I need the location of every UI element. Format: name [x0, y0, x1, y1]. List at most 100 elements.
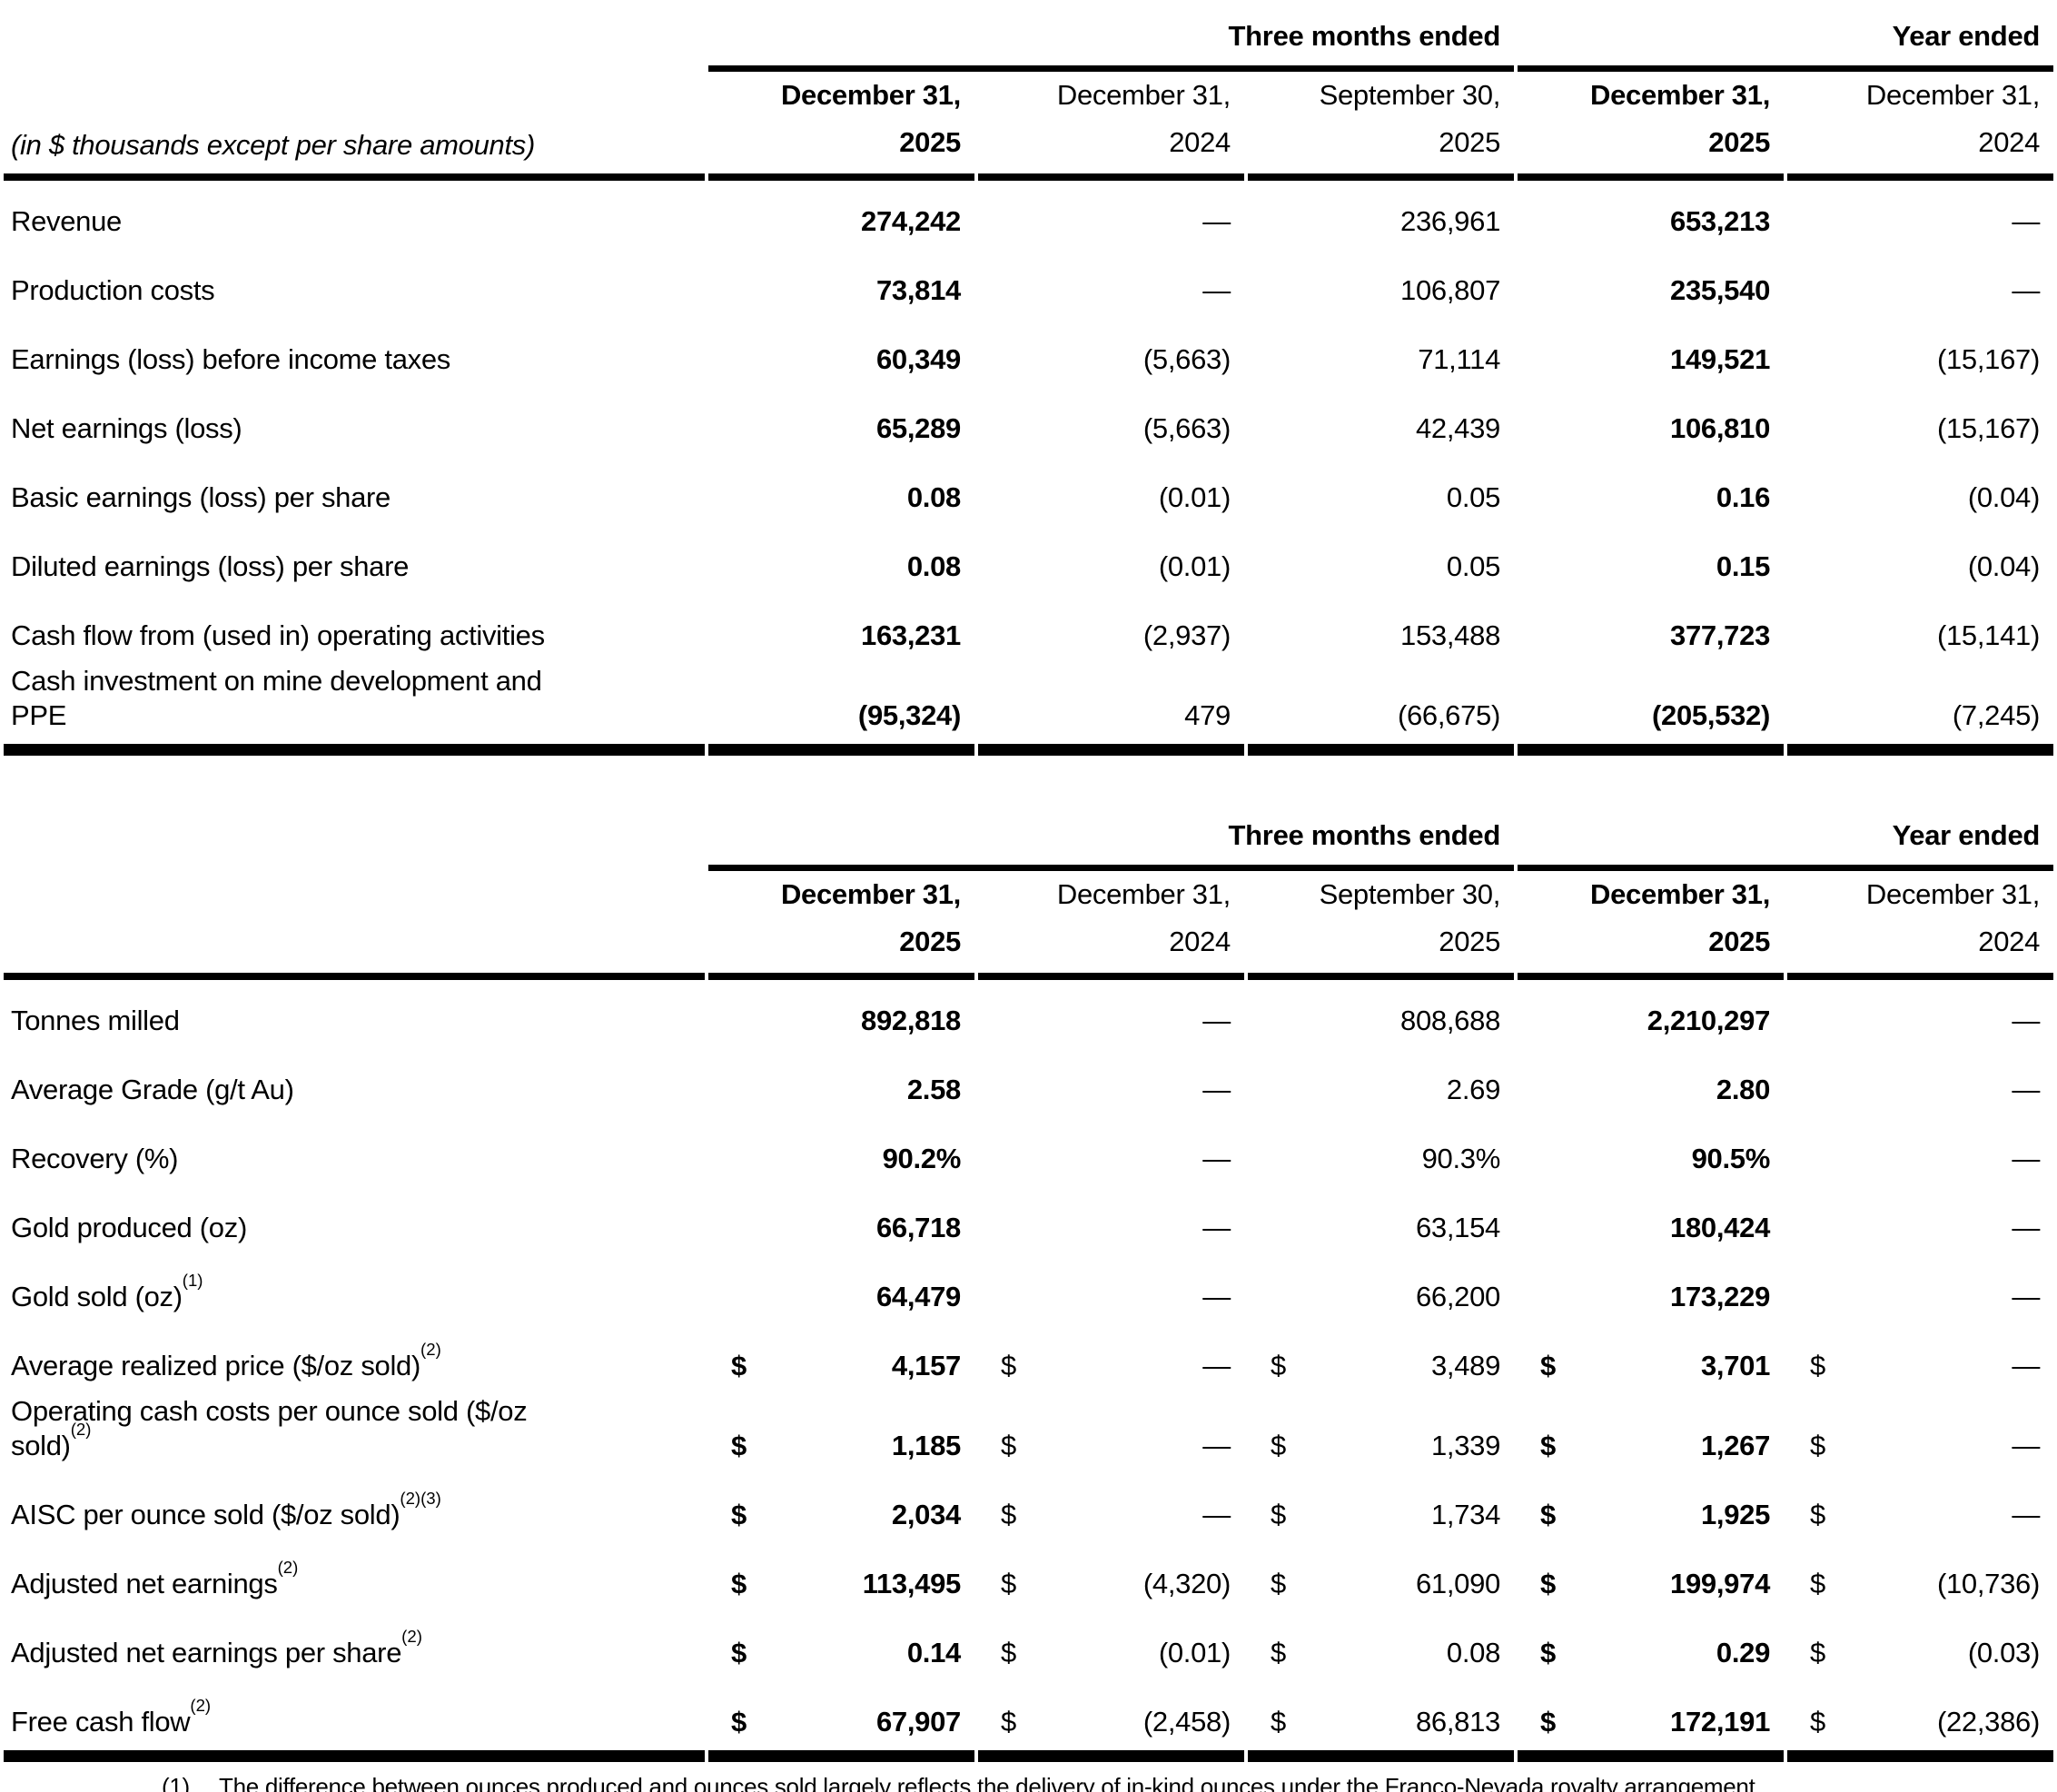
column-header-line: 2024 — [1978, 126, 2041, 158]
footnote-ref: (2) — [70, 1420, 92, 1440]
cell-value: — — [1202, 1350, 1231, 1381]
value-cell: 0.16 — [1716, 481, 1771, 513]
currency-symbol: $ — [1540, 1430, 1556, 1461]
value-cell: (5,663) — [1142, 412, 1231, 444]
currency-value: $1,185 — [708, 1429, 961, 1463]
financial-table-body: Revenue 274,242—236,961 653,213— Production… — [4, 181, 2054, 756]
cell-value: 172,191 — [1670, 1706, 1771, 1738]
value-cell: 90.2% — [882, 1143, 962, 1174]
period-header-row: Three months ended Year ended — [4, 805, 2054, 871]
financial-summary-table: Three months ended Year ended (in $ thou… — [0, 5, 2057, 756]
cell-value: — — [2012, 1499, 2041, 1530]
column-header-line: 2024 — [1978, 926, 2041, 957]
value-cell: $ — — [1787, 1394, 2053, 1474]
value-cell: 2.69 — [1446, 1074, 1501, 1105]
value-cell: (0.04) — [1967, 550, 2041, 582]
value-cell: 42,439 — [1415, 412, 1501, 444]
cell-value: — — [1202, 1430, 1231, 1461]
value-cell: 0.05 — [1446, 481, 1501, 513]
column-header-line: December 31, — [1589, 878, 1771, 910]
table-row: Net earnings (loss) 65,289 (5,663) 42,439 10… — [4, 388, 2053, 457]
value-cell: 180,424 — [1670, 1212, 1771, 1243]
value-cell: $1,339 — [1248, 1394, 1514, 1474]
currency-value: $ — — [978, 1498, 1231, 1532]
column-header-line: 2024 — [1169, 126, 1231, 158]
currency-symbol: $ — [1540, 1499, 1556, 1530]
year-ended-header: Year ended — [1518, 5, 2054, 72]
column-header-4: December 31, 2025 — [1518, 871, 1785, 980]
column-header-line: December 31, — [1056, 79, 1231, 111]
value-cell: 64,479 — [875, 1281, 961, 1312]
value-cell: $3,701 — [1518, 1325, 1784, 1394]
currency-value: $ — — [1787, 1498, 2040, 1532]
value-cell: 106,810 — [1670, 412, 1771, 444]
cell-value: 4,157 — [891, 1350, 961, 1381]
value-cell: — — [2012, 1074, 2041, 1105]
value-cell: $67,907 — [708, 1681, 974, 1762]
table-row: Production costs 73,814 — 106,807 235,540 — — [4, 250, 2053, 319]
value-cell: (5,663) — [1142, 343, 1231, 375]
value-cell: 173,229 — [1670, 1281, 1771, 1312]
value-cell: $1,925 — [1518, 1474, 1784, 1543]
table-row: Gold produced (oz) 66,718 — 63,154 180,424 — — [4, 1187, 2053, 1256]
header-spacer — [4, 5, 705, 72]
currency-symbol: $ — [1540, 1706, 1556, 1738]
value-cell: — — [1202, 205, 1231, 237]
table-row: Recovery (%) 90.2% — 90.3% 90.5% — — [4, 1118, 2053, 1187]
cell-value: 0.14 — [906, 1637, 961, 1668]
table-row: Adjusted net earnings(2) $113,495 $ (4,320)… — [4, 1543, 2053, 1612]
value-cell: $ — — [978, 1474, 1244, 1543]
value-cell: $1,267 — [1518, 1394, 1784, 1474]
cell-value: 3,701 — [1700, 1350, 1771, 1381]
currency-value: $ — — [978, 1349, 1231, 1383]
currency-symbol: $ — [1271, 1706, 1286, 1738]
column-header-line: 2025 — [1708, 926, 1771, 957]
value-cell: 377,723 — [1670, 619, 1771, 651]
value-cell: (15,167) — [1936, 343, 2041, 375]
row-label: Adjusted net earnings(2) — [11, 1558, 299, 1599]
table-row: Average Grade (g/t Au) 2.58 — 2.69 2.80 — — [4, 1049, 2053, 1118]
currency-value: $ (10,736) — [1787, 1567, 2040, 1601]
row-label: Recovery (%) — [11, 1143, 179, 1174]
three-months-ended-header: Three months ended — [708, 805, 1515, 871]
column-header-2: December 31, 2024 — [978, 871, 1244, 980]
currency-value: $ — — [1787, 1429, 2040, 1463]
column-header-line: 2025 — [1708, 126, 1771, 158]
footnote-ref: (2) — [190, 1696, 212, 1716]
column-header-line: 2025 — [1439, 926, 1501, 957]
value-cell: — — [1202, 1005, 1231, 1036]
column-header-line: December 31, — [1056, 878, 1231, 910]
currency-value: $1,339 — [1248, 1429, 1500, 1463]
row-label: Basic earnings (loss) per share — [11, 481, 391, 513]
value-cell: — — [1202, 274, 1231, 306]
currency-value: $ — — [1787, 1349, 2040, 1383]
unit-note: (in $ thousands except per share amounts… — [4, 72, 705, 181]
column-header-5: December 31, 2024 — [1787, 72, 2054, 181]
column-header-5: December 31, 2024 — [1787, 871, 2054, 980]
row-label: Tonnes milled — [11, 1005, 180, 1036]
value-cell: — — [2012, 1143, 2041, 1174]
currency-symbol: $ — [731, 1430, 747, 1461]
value-cell: — — [2012, 1005, 2041, 1036]
value-cell: (7,245) — [1787, 664, 2054, 756]
cell-value: 67,907 — [875, 1706, 961, 1738]
currency-symbol: $ — [1540, 1637, 1556, 1668]
currency-symbol: $ — [1540, 1350, 1556, 1381]
currency-symbol: $ — [1271, 1637, 1286, 1668]
column-header-row: (in $ thousands except per share amounts… — [4, 72, 2054, 181]
currency-symbol: $ — [1540, 1568, 1556, 1599]
table-row: Revenue 274,242 — 236,961 653,213 — — [4, 181, 2053, 250]
value-cell: (205,532) — [1518, 664, 1785, 756]
row-label: AISC per ounce sold ($/oz sold)(2)(3) — [11, 1489, 441, 1530]
value-cell: 653,213 — [1670, 205, 1771, 237]
column-header-row: December 31, 2025 December 31, 2024 Septembe… — [4, 871, 2054, 980]
currency-value: $ — — [978, 1429, 1231, 1463]
footnote-ref: (1) — [182, 1271, 203, 1291]
value-cell: 71,114 — [1418, 343, 1501, 375]
cell-value: (4,320) — [1142, 1568, 1231, 1599]
year-ended-header: Year ended — [1518, 805, 2054, 871]
table-row: Average realized price ($/oz sold)(2) $4,… — [4, 1325, 2053, 1394]
row-label: Cash flow from (used in) operating activ… — [11, 619, 545, 651]
row-label: Net earnings (loss) — [11, 412, 242, 444]
currency-value: $3,489 — [1248, 1349, 1500, 1383]
